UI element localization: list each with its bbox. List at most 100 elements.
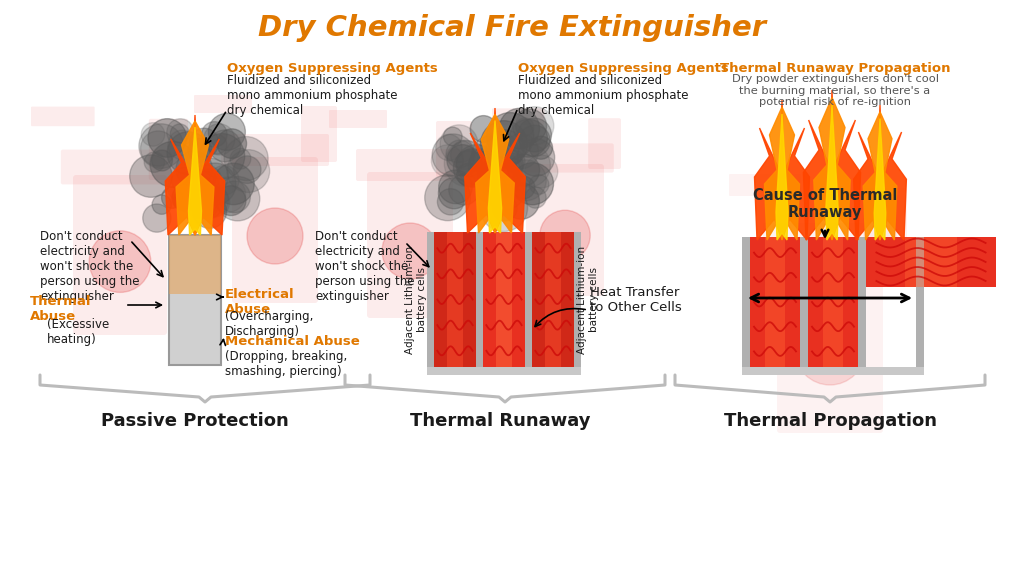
Circle shape — [503, 183, 540, 219]
Circle shape — [446, 140, 474, 168]
Circle shape — [210, 177, 246, 213]
Polygon shape — [804, 90, 860, 240]
Circle shape — [506, 160, 546, 200]
FancyBboxPatch shape — [516, 143, 613, 173]
Circle shape — [510, 119, 548, 157]
Bar — [427, 232, 434, 367]
Bar — [916, 237, 924, 367]
Circle shape — [200, 134, 245, 179]
Circle shape — [193, 192, 217, 216]
Polygon shape — [814, 97, 850, 240]
Circle shape — [186, 194, 210, 218]
Circle shape — [153, 195, 171, 214]
Circle shape — [508, 154, 540, 186]
Polygon shape — [188, 127, 202, 235]
Circle shape — [436, 134, 462, 161]
Circle shape — [472, 136, 509, 173]
Circle shape — [478, 167, 498, 186]
Circle shape — [500, 153, 523, 177]
Circle shape — [443, 127, 462, 146]
FancyBboxPatch shape — [588, 118, 621, 169]
Circle shape — [139, 124, 183, 168]
Polygon shape — [776, 114, 788, 240]
Circle shape — [198, 169, 216, 187]
Circle shape — [152, 150, 172, 171]
Text: (Dropping, breaking,
smashing, piercing): (Dropping, breaking, smashing, piercing) — [225, 350, 347, 378]
Circle shape — [140, 131, 176, 166]
Circle shape — [507, 144, 550, 187]
Circle shape — [168, 173, 196, 202]
FancyArrowPatch shape — [535, 309, 586, 327]
FancyBboxPatch shape — [367, 172, 453, 318]
Circle shape — [188, 176, 213, 200]
Circle shape — [208, 135, 227, 154]
Circle shape — [197, 183, 219, 205]
Circle shape — [513, 176, 535, 199]
Polygon shape — [488, 120, 502, 233]
Circle shape — [438, 177, 470, 209]
Circle shape — [480, 121, 527, 168]
FancyBboxPatch shape — [763, 223, 897, 262]
Polygon shape — [765, 107, 800, 240]
FancyBboxPatch shape — [221, 134, 329, 166]
Bar — [446, 232, 464, 367]
Circle shape — [193, 158, 228, 194]
Circle shape — [456, 150, 482, 177]
Circle shape — [444, 141, 490, 187]
Circle shape — [172, 167, 199, 194]
Polygon shape — [755, 100, 810, 240]
Text: Adjacent Lithium-ion
battery cells: Adjacent Lithium-ion battery cells — [578, 245, 599, 354]
Bar — [905, 237, 957, 287]
Circle shape — [437, 189, 464, 215]
Circle shape — [457, 163, 480, 186]
Bar — [525, 232, 532, 367]
Circle shape — [513, 109, 547, 143]
Bar — [800, 237, 808, 367]
Circle shape — [147, 119, 186, 157]
FancyBboxPatch shape — [194, 95, 252, 113]
Circle shape — [449, 175, 479, 205]
Circle shape — [162, 187, 182, 209]
Text: Passive Protection: Passive Protection — [101, 412, 289, 430]
Circle shape — [470, 149, 494, 172]
Polygon shape — [176, 121, 214, 235]
Circle shape — [540, 210, 590, 260]
Circle shape — [230, 149, 251, 169]
Bar — [808, 237, 858, 367]
Bar — [742, 237, 750, 367]
Bar — [427, 367, 581, 375]
Circle shape — [493, 196, 517, 221]
Bar — [574, 232, 581, 367]
Circle shape — [219, 181, 251, 213]
Bar — [742, 367, 924, 375]
Circle shape — [432, 134, 474, 176]
Circle shape — [190, 194, 211, 214]
Circle shape — [191, 182, 228, 218]
Circle shape — [525, 187, 546, 208]
Circle shape — [144, 152, 165, 172]
Circle shape — [795, 315, 865, 385]
FancyBboxPatch shape — [436, 121, 472, 177]
Circle shape — [524, 155, 558, 188]
Circle shape — [454, 149, 492, 187]
Circle shape — [478, 131, 518, 172]
Circle shape — [470, 116, 497, 142]
FancyBboxPatch shape — [729, 174, 801, 196]
Bar — [750, 237, 800, 367]
Circle shape — [483, 167, 526, 210]
FancyBboxPatch shape — [73, 175, 167, 335]
Polygon shape — [854, 105, 906, 240]
Circle shape — [477, 156, 520, 199]
Circle shape — [516, 118, 534, 136]
Text: (Overcharging,
Discharging): (Overcharging, Discharging) — [225, 310, 313, 338]
Circle shape — [425, 175, 470, 221]
Circle shape — [204, 124, 234, 155]
Circle shape — [167, 119, 194, 146]
Circle shape — [227, 150, 269, 192]
Text: Fluidized and siliconized
mono ammonium phosphate
dry chemical: Fluidized and siliconized mono ammonium … — [227, 74, 397, 117]
Circle shape — [141, 123, 165, 146]
FancyBboxPatch shape — [777, 252, 883, 433]
Text: Oxygen Suppressing Agents: Oxygen Suppressing Agents — [227, 62, 437, 75]
Bar — [169, 235, 221, 365]
Circle shape — [382, 223, 438, 279]
